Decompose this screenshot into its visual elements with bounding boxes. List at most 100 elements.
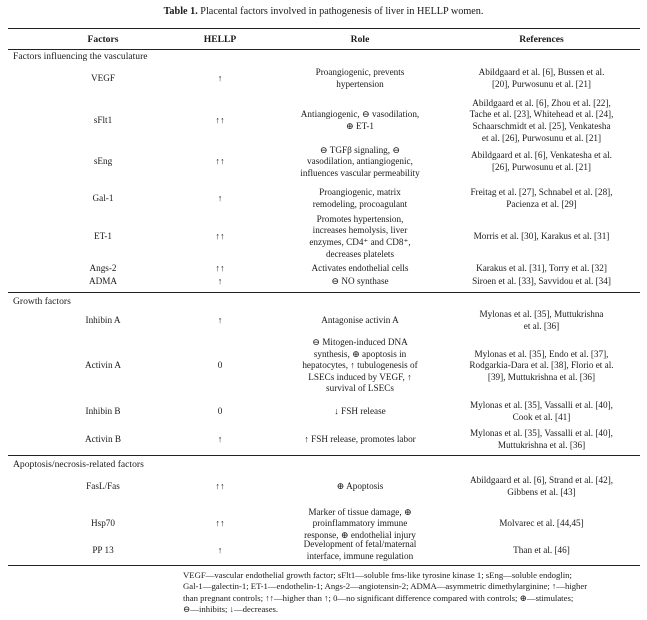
references-text-line: Schaarschmidt et al. [25], Venkatesha bbox=[472, 120, 611, 131]
header-factors: Factors bbox=[87, 34, 119, 45]
header-rule bbox=[8, 49, 640, 50]
role-text-line: LSECs induced by VEGF, ↑ bbox=[308, 371, 412, 382]
references-text-line: et al. [36] bbox=[523, 320, 560, 331]
factor-name-text: sFlt1 bbox=[93, 115, 113, 126]
hellp-level-text: ↑ bbox=[217, 73, 223, 84]
hellp-level-text: 0 bbox=[217, 406, 223, 417]
references-text: Siroen et al. [33], Savvidou et al. [34] bbox=[444, 276, 639, 288]
role-text: Marker of tissue damage, ⊕ proinflammator… bbox=[270, 507, 450, 542]
factor-name: Activin A bbox=[8, 337, 198, 395]
references-text-line: Mylonas et al. [35], Vassalli et al. [40… bbox=[470, 428, 613, 439]
table-caption: Table 1. Placental factors involved in p… bbox=[0, 6, 647, 17]
references-text-line: Karakus et al. [31], Torry et al. [32] bbox=[476, 263, 607, 274]
role-text: ⊖ NO synthase bbox=[270, 276, 450, 288]
hellp-level-text: ↑ bbox=[217, 315, 223, 326]
references-text-line: Mylonas et al. [35], Endo et al. [37], bbox=[474, 348, 609, 359]
references-text-line: Tache et al. [23], Whitehead et al. [24]… bbox=[469, 109, 614, 120]
hellp-level-text: ↑↑ bbox=[215, 156, 225, 167]
role-text-line: Activates endothelial cells bbox=[311, 263, 409, 274]
hellp-level: ↑ bbox=[175, 539, 265, 562]
role-text-line: Proangiogenic, matrix bbox=[319, 187, 401, 198]
role-text-line: ⊖ NO synthase bbox=[331, 276, 389, 287]
references-text: Mylonas et al. [35], Endo et al. [37], Ro… bbox=[444, 337, 639, 395]
role-text-line: Promotes hypertension, bbox=[316, 213, 404, 224]
hellp-level: ↑↑ bbox=[175, 475, 265, 498]
factor-name-text: FasL/Fas bbox=[86, 481, 120, 492]
hellp-level: ↑↑ bbox=[175, 98, 265, 144]
role-text-line: ⊖ TGFβ signaling, ⊖ bbox=[319, 144, 401, 155]
factor-name-text: Angs-2 bbox=[89, 263, 117, 274]
header-role: Role bbox=[350, 34, 370, 45]
factor-name: VEGF bbox=[8, 67, 198, 90]
section-rule bbox=[8, 292, 640, 293]
references-text-line: [20], Purwosunu et al. [21] bbox=[491, 78, 591, 89]
factor-name: Inhibin A bbox=[8, 309, 198, 332]
role-text-line: enzymes, CD4⁺ and CD8⁺, bbox=[309, 236, 411, 247]
references-text-line: Abildgaard et al. [6], Strand et al. [42… bbox=[469, 475, 614, 486]
factor-name: Angs-2 bbox=[8, 263, 198, 275]
role-text-line: influences vascular permeability bbox=[300, 167, 420, 178]
role-text-line: response, ⊕ endothelial injury bbox=[304, 529, 416, 540]
factor-name-text: VEGF bbox=[91, 73, 115, 84]
footnote-line: than pregnant controls; ↑↑—higher than ↑… bbox=[183, 592, 574, 603]
references-text: Than et al. [46] bbox=[444, 539, 639, 562]
references-text: Molvarec et al. [44,45] bbox=[444, 507, 639, 542]
hellp-level: ↑ bbox=[175, 428, 265, 451]
references-text-line: Abildgaard et al. [6], Bussen et al. bbox=[478, 67, 605, 78]
role-text-line: proinflammatory immune bbox=[312, 518, 408, 529]
references-text-line: Abildgaard et al. [6], Zhou et al. [22], bbox=[472, 97, 611, 108]
role-text-line: ⊕ Apoptosis bbox=[336, 481, 384, 492]
references-text: Mylonas et al. [35], Vassalli et al. [40… bbox=[444, 428, 639, 451]
references-text-line: Mylonas et al. [35], Vassalli et al. [40… bbox=[470, 400, 613, 411]
references-text-line: Cook et al. [41] bbox=[512, 411, 571, 422]
factor-name: ADMA bbox=[8, 276, 198, 288]
role-text-line: ↓ FSH release bbox=[334, 406, 386, 417]
factor-name-text: ADMA bbox=[88, 276, 118, 287]
role-text: Promotes hypertension, increases hemolysi… bbox=[270, 214, 450, 260]
references-text: Abildgaard et al. [6], Bussen et al. [20]… bbox=[444, 67, 639, 90]
references-text: Abildgaard et al. [6], Venkatesha et al.… bbox=[444, 145, 639, 180]
top-rule bbox=[8, 28, 640, 29]
references-text: Karakus et al. [31], Torry et al. [32] bbox=[444, 263, 639, 275]
role-text-line: increases hemolysis, liver bbox=[312, 225, 408, 236]
role-text: Development of fetal/maternal interface, … bbox=[270, 539, 450, 562]
factor-name-text: Inhibin B bbox=[85, 406, 121, 417]
section-title: Growth factors bbox=[13, 296, 71, 307]
role-text-line: Antiangiogenic, ⊖ vasodilation, bbox=[300, 109, 420, 120]
hellp-level: ↑↑ bbox=[175, 263, 265, 275]
footnote-line: Gal-1—galectin-1; ET-1—endothelin-1; Ang… bbox=[183, 581, 588, 592]
references-text: Abildgaard et al. [6], Strand et al. [42… bbox=[444, 475, 639, 498]
factor-name: sEng bbox=[8, 145, 198, 180]
footnote-line: ⊖—inhibits; ↓—decreases. bbox=[183, 604, 279, 615]
role-text: ↑ FSH release, promotes labor bbox=[270, 428, 450, 451]
role-text-line: survival of LSECs bbox=[326, 383, 394, 394]
hellp-level-text: ↑ bbox=[217, 434, 223, 445]
hellp-level-text: ↑ bbox=[217, 193, 223, 204]
hellp-level: ↑ bbox=[175, 309, 265, 332]
role-text-line: hepatocytes, ↑ tubulogenesis of bbox=[302, 360, 418, 371]
hellp-level: ↑ bbox=[175, 187, 265, 210]
references-text: Mylonas et al. [35], Muttukrishna et al. … bbox=[444, 309, 639, 332]
section-title: Factors influencing the vasculature bbox=[13, 51, 148, 62]
role-text-line: remodeling, procoagulant bbox=[312, 198, 408, 209]
hellp-level: ↑↑ bbox=[175, 214, 265, 260]
references-text-line: Rodgarkia-Dara et al. [38], Florio et al… bbox=[469, 360, 614, 371]
role-text-line: Marker of tissue damage, ⊕ bbox=[308, 506, 412, 517]
references-text-line: Gibbens et al. [43] bbox=[507, 486, 576, 497]
role-text-line: Proangiogenic, prevents bbox=[315, 67, 405, 78]
references-text: Morris et al. [30], Karakus et al. [31] bbox=[444, 214, 639, 260]
references-text-line: Pacienza et al. [29] bbox=[506, 198, 577, 209]
hellp-level-text: ↑ bbox=[217, 545, 223, 556]
references-text-line: Mylonas et al. [35], Muttukrishna bbox=[479, 309, 604, 320]
bottom-rule bbox=[8, 565, 640, 566]
references-text: Abildgaard et al. [6], Zhou et al. [22],… bbox=[444, 98, 639, 144]
factor-name: Inhibin B bbox=[8, 400, 198, 423]
hellp-level: 0 bbox=[175, 337, 265, 395]
role-text: Antiangiogenic, ⊖ vasodilation, ⊕ ET-1 bbox=[270, 98, 450, 144]
references-text-line: Than et al. [46] bbox=[513, 545, 570, 556]
footnote-line: VEGF—vascular endothelial growth factor;… bbox=[183, 570, 572, 580]
factor-name: ET-1 bbox=[8, 214, 198, 260]
role-text-line: hypertension bbox=[336, 78, 384, 89]
caption-text: Placental factors involved in pathogenes… bbox=[200, 6, 484, 17]
references-text: Mylonas et al. [35], Vassalli et al. [40… bbox=[444, 400, 639, 423]
